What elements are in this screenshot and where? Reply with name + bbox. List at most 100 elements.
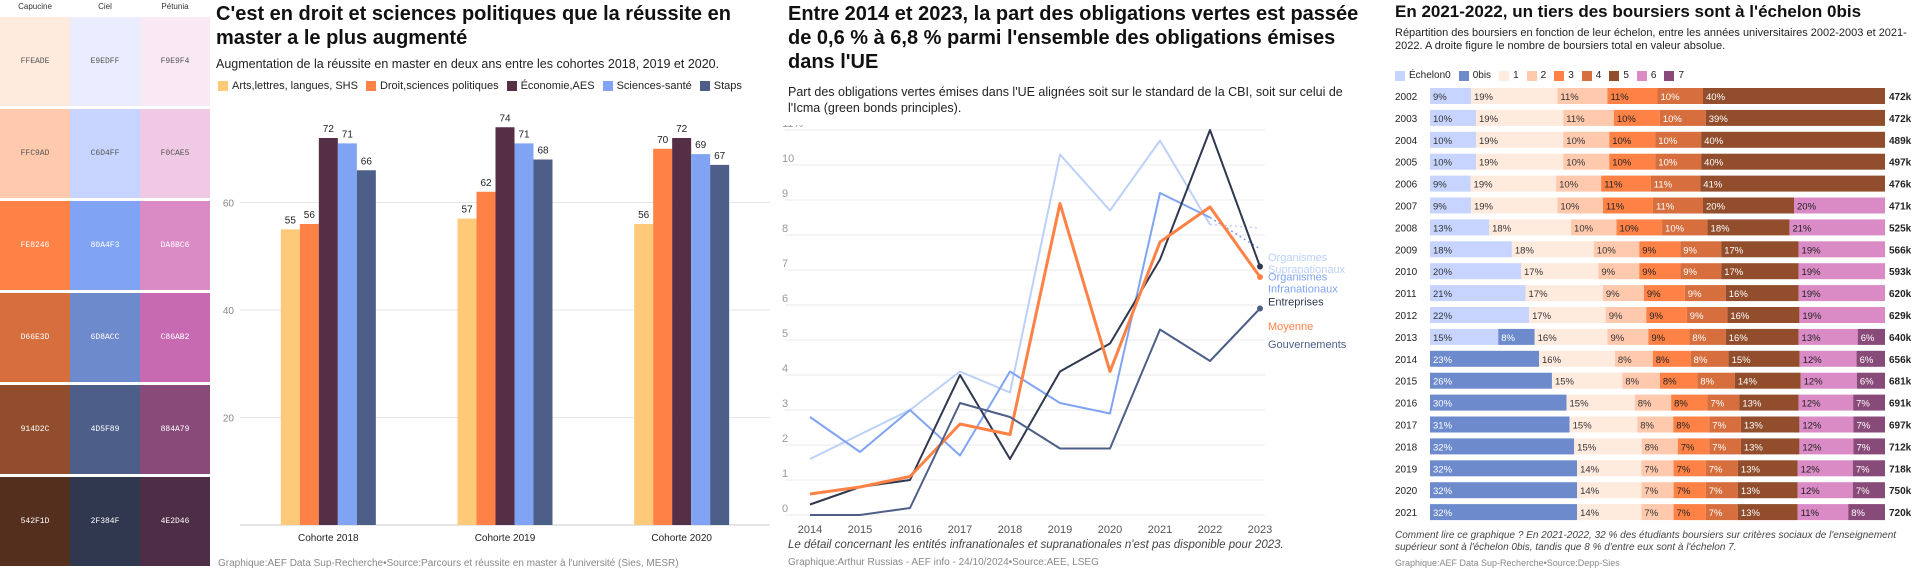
stack-segment xyxy=(1430,328,1499,345)
x-tick-label: 2021 xyxy=(1148,524,1172,536)
segment-value-label: 8% xyxy=(1700,377,1714,388)
bar-value-label: 70 xyxy=(657,135,669,146)
master-success-chart-panel: C'est en droit et sciences politiques qu… xyxy=(210,0,780,570)
stack-segment xyxy=(1430,219,1490,236)
stack-segment xyxy=(1511,241,1594,258)
segment-value-label: 10% xyxy=(1433,114,1453,125)
segment-value-label: 6% xyxy=(1860,377,1874,388)
stack-segment xyxy=(1607,88,1658,104)
segment-value-label: 32% xyxy=(1433,442,1453,453)
series-endpoint xyxy=(1257,305,1263,312)
x-tick-label: 2023 xyxy=(1248,524,1272,536)
segment-value-label: 10% xyxy=(1612,158,1632,169)
stack-segment xyxy=(1659,109,1706,126)
series-line xyxy=(809,192,1211,457)
row-total: 691k xyxy=(1889,399,1912,410)
bar xyxy=(691,154,711,525)
stack-segment xyxy=(1673,504,1706,521)
segment-value-label: 20% xyxy=(1433,267,1453,278)
palette-swatch: 4D5F89 xyxy=(70,385,140,474)
segment-value-label: 7% xyxy=(1681,442,1695,453)
stack-segment xyxy=(1577,460,1642,477)
stack-segment xyxy=(1700,175,1885,192)
segment-value-label: 7% xyxy=(1712,421,1726,432)
segment-value-label: 7% xyxy=(1644,464,1658,475)
palette-column-name: Capucine xyxy=(18,2,52,11)
stack-segment xyxy=(1705,460,1738,477)
stack-segment xyxy=(1701,131,1885,148)
legend-swatch xyxy=(602,81,613,91)
segment-value-label: 16% xyxy=(1730,311,1750,322)
stack-segment xyxy=(1525,285,1603,302)
stack-segment xyxy=(1709,416,1741,433)
legend-label: 4 xyxy=(1595,70,1602,81)
bar-value-label: 67 xyxy=(714,151,726,162)
segment-value-label: 23% xyxy=(1433,355,1453,366)
stack-segment xyxy=(1857,328,1885,345)
segment-value-label: 10% xyxy=(1612,136,1632,147)
segment-value-label: 9% xyxy=(1690,311,1704,322)
y-tick-label: 60 xyxy=(223,199,235,210)
palette-swatch: D66E3D xyxy=(0,293,70,382)
segment-value-label: 19% xyxy=(1802,311,1822,322)
segment-value-label: 7% xyxy=(1677,486,1691,497)
series-label: Moyenne xyxy=(1268,321,1313,333)
segment-value-label: 9% xyxy=(1647,289,1661,300)
chart1-source: Graphique:AEF Data Sup-Recherche•Source:… xyxy=(218,558,679,569)
legend-label: Sciences-santé xyxy=(616,80,692,92)
y-tick-label: 5 xyxy=(782,328,788,340)
palette-column-name: Ciel xyxy=(98,2,112,11)
legend-item: 7 xyxy=(1664,70,1684,81)
stack-segment xyxy=(1798,263,1885,280)
segment-value-label: 11% xyxy=(1801,508,1820,519)
y-tick-label: 8 xyxy=(782,223,788,235)
legend-label: 3 xyxy=(1568,70,1574,81)
segment-value-label: 14% xyxy=(1580,486,1600,497)
y-tick-label: 3 xyxy=(782,398,788,410)
segment-value-label: 7% xyxy=(1856,464,1870,475)
segment-value-label: 16% xyxy=(1542,355,1562,366)
legend-item: Économie,AES xyxy=(506,80,595,92)
segment-value-label: 19% xyxy=(1802,245,1822,256)
stack-segment xyxy=(1707,219,1790,236)
legend-item: Sciences-santé xyxy=(602,80,692,92)
stack-segment xyxy=(1430,350,1540,367)
segment-value-label: 9% xyxy=(1651,333,1665,344)
segment-value-label: 10% xyxy=(1566,136,1586,147)
x-tick-label: 2020 xyxy=(1098,524,1122,536)
stack-segment xyxy=(1697,372,1735,389)
segment-value-label: 13% xyxy=(1741,464,1761,475)
legend-label: 7 xyxy=(1678,70,1684,81)
legend-item: 6 xyxy=(1636,70,1656,81)
row-label: 2006 xyxy=(1395,180,1418,191)
chart2-title: Entre 2014 et 2023, la part des obligati… xyxy=(788,3,1359,73)
segment-value-label: 32% xyxy=(1433,508,1453,519)
legend-item: Droit,sciences politiques xyxy=(365,80,499,92)
stack-segment xyxy=(1740,438,1800,455)
stack-segment xyxy=(1789,219,1885,236)
bar xyxy=(337,143,357,525)
legend-item: 1 xyxy=(1499,70,1519,81)
row-label: 2008 xyxy=(1395,223,1418,234)
legend-item: 4 xyxy=(1581,70,1602,81)
bar xyxy=(457,218,477,525)
stack-segment xyxy=(1680,263,1722,280)
stack-segment xyxy=(1605,307,1647,323)
segment-value-label: 10% xyxy=(1658,158,1678,169)
stack-segment xyxy=(1641,482,1674,499)
segment-value-label: 15% xyxy=(1577,442,1597,453)
segment-value-label: 41% xyxy=(1703,180,1723,191)
x-tick-label: 2017 xyxy=(948,524,972,536)
segment-value-label: 19% xyxy=(1474,92,1494,103)
stack-segment xyxy=(1641,438,1678,455)
legend-item: 0bis xyxy=(1458,70,1491,81)
segment-value-label: 10% xyxy=(1566,158,1586,169)
stack-segment xyxy=(1799,438,1854,455)
series-line xyxy=(809,202,1262,496)
palette-swatch: FE8246 xyxy=(0,201,70,290)
stack-segment xyxy=(1551,372,1623,389)
green-bonds-chart-panel: Entre 2014 et 2023, la part des obligati… xyxy=(780,0,1390,570)
stack-segment xyxy=(1799,307,1885,323)
y-tick-label: 10 xyxy=(782,153,794,165)
stack-segment xyxy=(1856,350,1885,367)
